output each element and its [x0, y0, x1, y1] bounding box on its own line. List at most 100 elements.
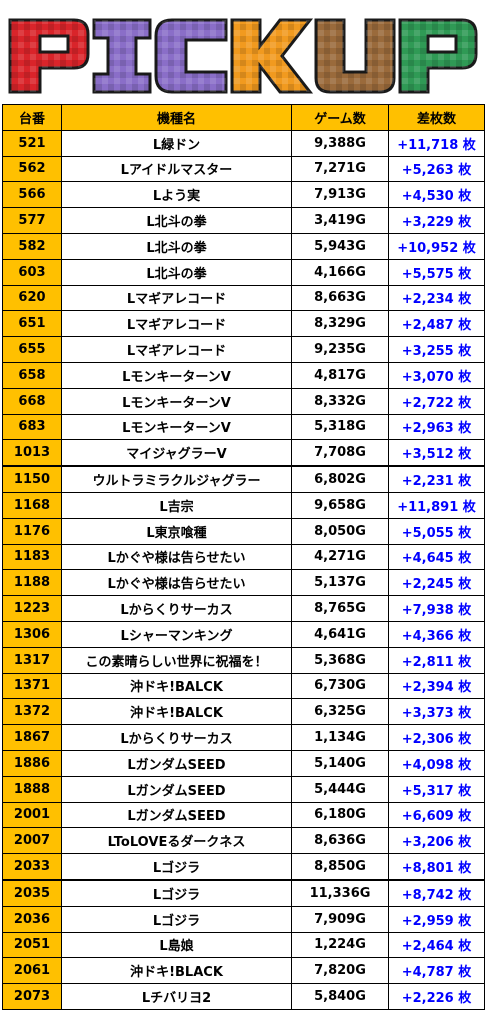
machine-number-cell: 1317: [2, 646, 62, 674]
machine-number-cell: 2073: [2, 983, 62, 1010]
game-count-cell: 5,137G: [291, 569, 389, 597]
coin-difference-cell: +11,718 枚: [388, 129, 485, 157]
table-row: 1317 この素晴らしい世界に祝福を！ 5,368G +2,811 枚: [2, 646, 485, 674]
game-count-cell: 8,663G: [291, 284, 389, 312]
machine-number-cell: 668: [2, 387, 62, 415]
coin-difference-cell: +2,464 枚: [388, 931, 485, 959]
table-row: 1888 LガンダムSEED 5,444G +5,317 枚: [2, 775, 485, 803]
table-row: 2051 L島娘 1,224G +2,464 枚: [2, 931, 485, 959]
coin-difference-cell: +11,891 枚: [388, 491, 485, 519]
game-count-cell: 1,134G: [291, 724, 389, 751]
game-count-cell: 8,050G: [291, 517, 389, 545]
machine-name-cell: Lかぐや様は告らせたい: [61, 569, 292, 597]
machine-name-cell: マイジャグラーV: [61, 439, 292, 467]
machine-name-cell: LガンダムSEED: [61, 801, 292, 829]
coin-difference-cell: +3,373 枚: [388, 698, 485, 726]
game-count-cell: 7,913G: [291, 181, 389, 209]
table-row: 1886 LガンダムSEED 5,140G +4,098 枚: [2, 749, 485, 777]
machine-number-cell: 2035: [2, 878, 62, 907]
game-count-cell: 9,658G: [291, 491, 389, 519]
machine-name-cell: 沖ドキ!BALCK: [61, 672, 292, 700]
game-count-cell: 6,730G: [291, 672, 389, 700]
coin-difference-cell: +2,234 枚: [388, 284, 485, 312]
game-count-cell: 5,318G: [291, 413, 389, 441]
coin-difference-cell: +4,366 枚: [388, 620, 485, 648]
table-row: 2036 Lゴジラ 7,909G +2,959 枚: [2, 905, 485, 933]
machine-number-cell: 1150: [2, 465, 62, 493]
coin-difference-cell: +2,231 枚: [388, 465, 485, 493]
game-count-cell: 11,336G: [291, 878, 389, 907]
game-count-cell: 8,332G: [291, 387, 389, 415]
table-row: 521 L緑ドン 9,388G +11,718 枚: [2, 129, 485, 157]
coin-difference-cell: +2,226 枚: [388, 983, 485, 1010]
logo-letter-p1: [8, 18, 90, 94]
machine-number-cell: 1176: [2, 517, 62, 545]
coin-difference-cell: +2,722 枚: [388, 387, 485, 415]
coin-difference-cell: +3,070 枚: [388, 361, 485, 389]
machine-name-cell: 沖ドキ!BLACK: [61, 957, 292, 985]
table-row: 1188 Lかぐや様は告らせたい 5,137G +2,245 枚: [2, 569, 485, 597]
machine-number-cell: 566: [2, 181, 62, 209]
table-row: 1371 沖ドキ!BALCK 6,730G +2,394 枚: [2, 672, 485, 700]
header-game-count: ゲーム数: [291, 104, 389, 131]
logo-letter-c: [154, 18, 228, 94]
machine-name-cell: LガンダムSEED: [61, 775, 292, 803]
machine-number-cell: 1867: [2, 724, 62, 751]
machine-name-cell: Lシャーマンキング: [61, 620, 292, 648]
game-count-cell: 7,820G: [291, 957, 389, 985]
game-count-cell: 8,636G: [291, 827, 389, 855]
game-count-cell: 1,224G: [291, 931, 389, 959]
machine-name-cell: Lからくりサーカス: [61, 595, 292, 622]
coin-difference-cell: +2,245 枚: [388, 569, 485, 597]
machine-number-cell: 582: [2, 232, 62, 260]
table-row: 683 LモンキーターンV 5,318G +2,963 枚: [2, 413, 485, 441]
table-row: 2033 Lゴジラ 8,850G +8,801 枚: [2, 853, 485, 881]
logo-letter-u: [314, 18, 396, 94]
machine-number-cell: 2033: [2, 853, 62, 881]
machine-number-cell: 1372: [2, 698, 62, 726]
header-coin-difference: 差枚数: [388, 104, 485, 131]
machine-number-cell: 1183: [2, 543, 62, 571]
machine-number-cell: 2007: [2, 827, 62, 855]
table-row: 1176 L東京喰種 8,050G +5,055 枚: [2, 517, 485, 545]
machine-number-cell: 577: [2, 207, 62, 234]
coin-difference-cell: +3,229 枚: [388, 207, 485, 234]
coin-difference-cell: +5,317 枚: [388, 775, 485, 803]
coin-difference-cell: +7,938 枚: [388, 595, 485, 622]
logo-letter-p2: [398, 18, 478, 94]
machine-name-cell: L吉宗: [61, 491, 292, 519]
table-row: 582 L北斗の拳 5,943G +10,952 枚: [2, 232, 485, 260]
coin-difference-cell: +2,487 枚: [388, 310, 485, 338]
machine-name-cell: Lゴジラ: [61, 905, 292, 933]
game-count-cell: 5,444G: [291, 775, 389, 803]
coin-difference-cell: +5,575 枚: [388, 258, 485, 286]
machine-number-cell: 1013: [2, 439, 62, 467]
machine-name-cell: Lからくりサーカス: [61, 724, 292, 751]
machine-name-cell: LモンキーターンV: [61, 413, 292, 441]
machine-name-cell: L北斗の拳: [61, 232, 292, 260]
table-row: 2073 Lチバリヨ2 5,840G +2,226 枚: [2, 983, 485, 1010]
machine-number-cell: 2036: [2, 905, 62, 933]
machine-number-cell: 1223: [2, 595, 62, 622]
table-body: 521 L緑ドン 9,388G +11,718 枚 562 Lアイドルマスター 7,271G…: [2, 129, 485, 1010]
logo-letter-k: [230, 18, 314, 94]
game-count-cell: 3,419G: [291, 207, 389, 234]
machine-number-cell: 620: [2, 284, 62, 312]
game-count-cell: 5,368G: [291, 646, 389, 674]
table-row: 668 LモンキーターンV 8,332G +2,722 枚: [2, 387, 485, 415]
coin-difference-cell: +2,394 枚: [388, 672, 485, 700]
machine-name-cell: Lよう実: [61, 181, 292, 209]
game-count-cell: 5,140G: [291, 749, 389, 777]
game-count-cell: 9,388G: [291, 129, 389, 157]
game-count-cell: 4,271G: [291, 543, 389, 571]
table-row: 620 Lマギアレコード 8,663G +2,234 枚: [2, 284, 485, 312]
machine-name-cell: LモンキーターンV: [61, 387, 292, 415]
game-count-cell: 5,840G: [291, 983, 389, 1010]
pickup-banner: [0, 0, 486, 102]
table-row: 2061 沖ドキ!BLACK 7,820G +4,787 枚: [2, 957, 485, 985]
machine-name-cell: Lアイドルマスター: [61, 155, 292, 183]
machine-number-cell: 1371: [2, 672, 62, 700]
machine-number-cell: 2001: [2, 801, 62, 829]
machine-name-cell: Lマギアレコード: [61, 310, 292, 338]
machine-number-cell: 1306: [2, 620, 62, 648]
